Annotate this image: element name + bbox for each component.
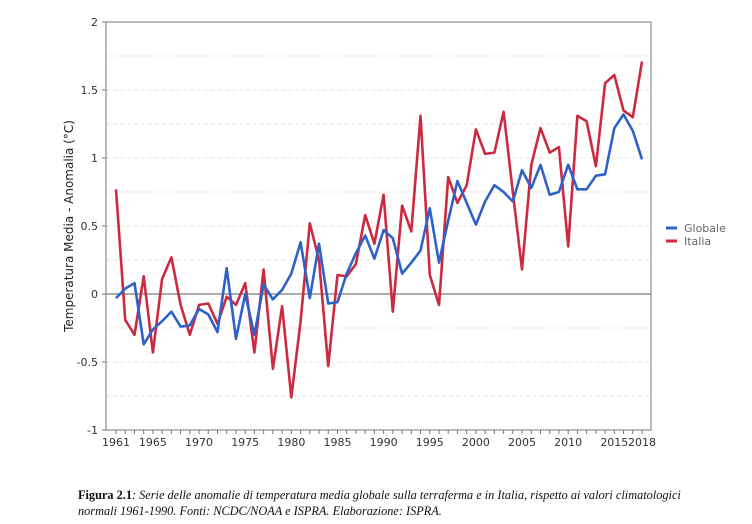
y-axis: 2 1.5 1 0.5 0 -0.5 -1 (77, 16, 106, 437)
legend-label-italia: Italia (684, 235, 711, 248)
series-lines (114, 61, 644, 399)
legend-label-globale: Globale (684, 222, 726, 235)
x-tick-label: 2018 (628, 436, 656, 449)
y-tick-label: 0.5 (81, 220, 99, 233)
x-tick-label: 1970 (185, 436, 213, 449)
x-axis: 1961 1965 1970 1975 1980 1985 1990 1995 2000 2005… (102, 430, 656, 449)
y-axis-label: Temperatura Media - Anomalia (°C) (62, 120, 76, 333)
figure-caption: Figura 2.1: Serie delle anomalie di temp… (78, 487, 718, 519)
series-line-italia (114, 61, 644, 399)
y-tick-label: 1 (91, 152, 98, 165)
series-line-globale (115, 113, 644, 346)
caption-text: : Serie delle anomalie di temperatura me… (78, 488, 681, 518)
x-tick-label: 2010 (554, 436, 582, 449)
x-tick-label: 2005 (508, 436, 536, 449)
x-tick-label: 1985 (323, 436, 351, 449)
y-tick-label: 0 (91, 288, 98, 301)
y-tick-label: 2 (91, 16, 98, 29)
caption-label: Figura 2.1 (78, 488, 132, 502)
y-tick-label: -0.5 (77, 356, 98, 369)
x-tick-label: 1961 (102, 436, 130, 449)
x-tick-label: 2000 (462, 436, 490, 449)
y-tick-label: -1 (87, 424, 98, 437)
x-tick-label: 2015 (600, 436, 628, 449)
temperature-anomaly-chart: 2 1.5 1 0.5 0 -0.5 -1 1961 1965 1970 1975 1980 1985… (62, 16, 726, 449)
x-tick-label: 1980 (277, 436, 305, 449)
x-tick-label: 1995 (416, 436, 444, 449)
x-tick-label: 1990 (370, 436, 398, 449)
x-tick-label: 1965 (139, 436, 167, 449)
x-tick-label: 1975 (231, 436, 259, 449)
y-tick-label: 1.5 (81, 84, 99, 97)
